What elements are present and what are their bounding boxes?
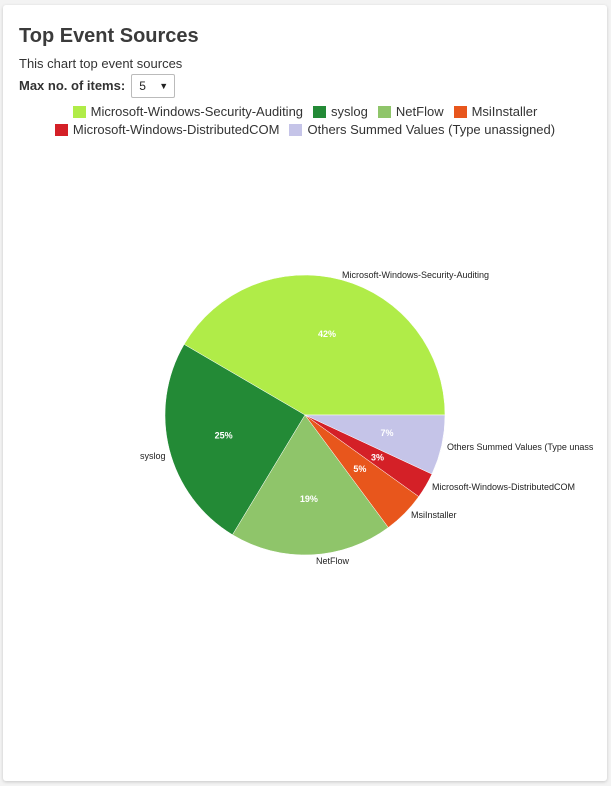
legend-item[interactable]: Microsoft-Windows-DistributedCOM (54, 122, 280, 137)
legend-item[interactable]: NetFlow (377, 104, 444, 119)
pie-chart: 42% Microsoft-Windows-Security-Auditing 25… (140, 270, 594, 566)
pie-slice[interactable] (183, 274, 446, 416)
legend-item[interactable]: syslog (313, 104, 368, 119)
legend-label: NetFlow (395, 104, 444, 119)
legend-label: syslog (331, 104, 368, 119)
slice-name-label: Microsoft-Windows-Security-Auditing (342, 270, 489, 280)
slice-percent-label: 5% (353, 464, 366, 474)
slice-percent-label: 25% (215, 431, 233, 441)
chart-subtitle: This chart top event sources (19, 56, 183, 71)
legend-swatch (289, 123, 303, 136)
max-items-select[interactable]: 5 ▼ (131, 73, 176, 98)
max-items-label: Max no. of items: (19, 78, 126, 93)
slice-name-label: NetFlow (316, 556, 350, 566)
legend-swatch (72, 105, 86, 118)
legend-swatch (377, 105, 391, 118)
max-items-value: 5 (139, 78, 146, 93)
pie-slice[interactable] (164, 344, 306, 536)
legend-swatch (453, 105, 467, 118)
legend-swatch (54, 123, 68, 136)
legend-label: Microsoft-Windows-Security-Auditing (90, 104, 304, 119)
slice-percent-label: 19% (300, 494, 318, 504)
chevron-down-icon: ▼ (159, 80, 169, 91)
legend-item[interactable]: Microsoft-Windows-Security-Auditing (72, 104, 304, 119)
chart-card: Top Event Sources This chart top event s… (3, 5, 607, 781)
legend-label: MsiInstaller (471, 104, 538, 119)
legend-row-2: Microsoft-Windows-DistributedCOM Others S… (3, 122, 607, 137)
chart-title: Top Event Sources (19, 25, 199, 47)
legend-item[interactable]: Others Summed Values (Type unassigned) (289, 122, 555, 137)
slice-percent-label: 3% (371, 452, 384, 462)
legend-label: Microsoft-Windows-DistributedCOM (72, 122, 280, 137)
slice-percent-label: 7% (381, 428, 394, 438)
legend-label: Others Summed Values (Type unassigned) (307, 122, 556, 137)
slice-name-label: Others Summed Values (Type unass (447, 442, 594, 452)
slice-name-label: MsiInstaller (411, 510, 457, 520)
max-items-row: Max no. of items: 5 ▼ (19, 72, 176, 99)
slice-percent-label: 42% (318, 329, 336, 339)
legend-row-1: Microsoft-Windows-Security-Auditing syslo… (3, 104, 607, 119)
slice-name-label: syslog (140, 451, 166, 461)
slice-name-label: Microsoft-Windows-DistributedCOM (432, 482, 575, 492)
legend-item[interactable]: MsiInstaller (453, 104, 538, 119)
legend-swatch (313, 105, 327, 118)
pie-slice[interactable] (232, 414, 389, 556)
pie-slice[interactable] (304, 414, 446, 475)
